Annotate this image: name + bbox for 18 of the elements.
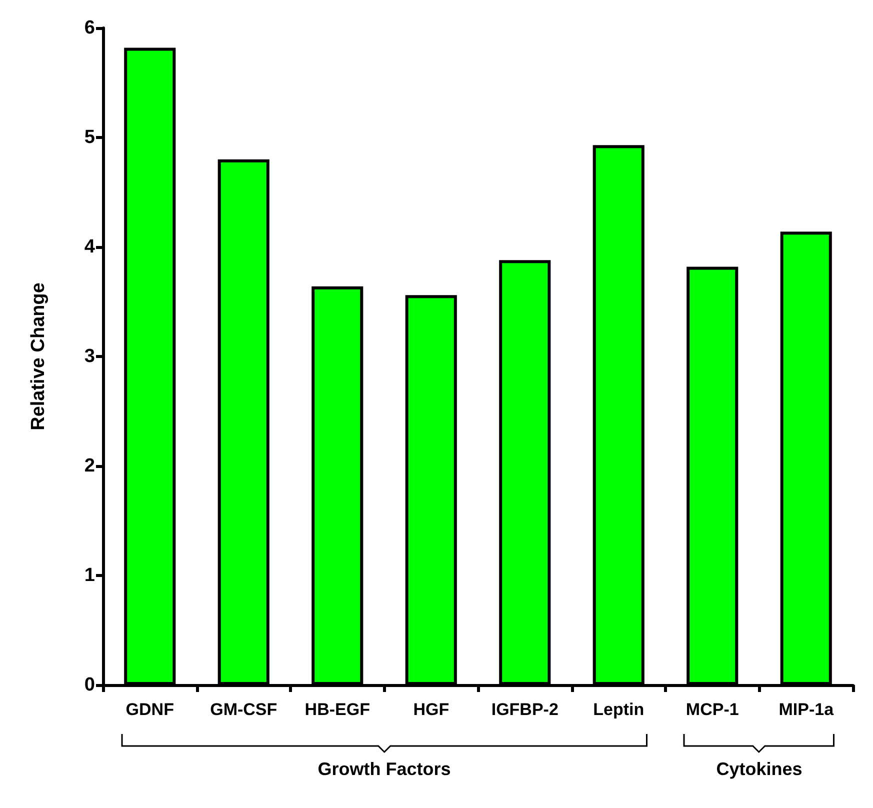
x-tick-label: MIP-1a (778, 700, 834, 719)
text: Growth Factors (318, 759, 451, 779)
y-axis-title: Relative Change (28, 282, 49, 430)
y-tick-label: 2 (84, 456, 95, 476)
y-tick-label: 6 (84, 18, 95, 38)
y-tick-label: 4 (84, 236, 96, 258)
x-tick-label: HB-EGF (304, 700, 370, 719)
x-tick-label: IGFBP-2 (491, 700, 558, 719)
text: Cytokines (716, 759, 802, 779)
x-tick-label: Leptin (593, 700, 644, 719)
x-tick-label: HGF (413, 700, 450, 719)
y-tick-label: 0 (84, 674, 95, 696)
y-tick-label: 3 (84, 346, 95, 367)
x-tick-label: GDNF (126, 700, 174, 719)
y-tick-label: 5 (84, 127, 96, 148)
x-tick-label: GM-CSF (210, 700, 278, 719)
y-tick-label: 1 (84, 565, 96, 586)
x-tick-label: MCP-1 (686, 700, 739, 719)
